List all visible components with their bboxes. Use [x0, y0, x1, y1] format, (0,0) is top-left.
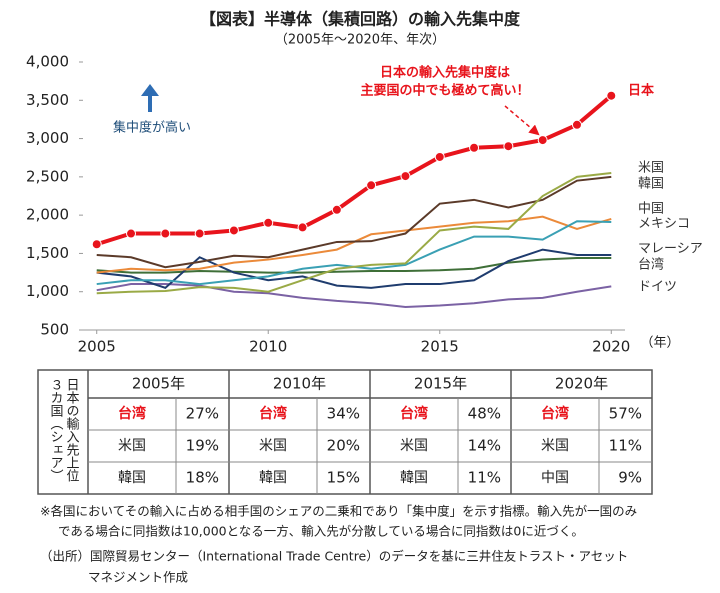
series-label: マレーシア	[638, 242, 703, 257]
point	[194, 228, 205, 239]
country: 台湾	[118, 405, 146, 422]
chart-subtitle: （2005年～2020年、年次）	[275, 32, 445, 48]
country: 台湾	[400, 405, 428, 422]
note: （出所）国際貿易センター（International Trade Centre）…	[40, 549, 628, 564]
x-tick-label: 2010	[249, 338, 287, 356]
note: ※各国においてその輸入に占める相手国のシェアの二乗和であり「集中度」を示す指標。…	[40, 504, 637, 519]
share: 48%	[468, 405, 501, 423]
country: 中国	[541, 470, 569, 486]
country: 米国	[400, 438, 428, 454]
share: 27%	[186, 405, 219, 423]
series-line	[96, 215, 612, 274]
country: 台湾	[541, 405, 569, 422]
y-tick-label: 2,500	[26, 167, 69, 185]
country: 韓国	[118, 470, 146, 486]
share: 9%	[618, 469, 642, 487]
y-tick-label: 1,000	[26, 282, 69, 300]
chart-title: 【図表】半導体（集積回路）の輸入先集中度	[200, 10, 521, 29]
point	[537, 135, 548, 146]
annotation-arrow	[504, 105, 540, 136]
share: 19%	[186, 437, 219, 455]
point	[366, 180, 377, 191]
point	[434, 151, 445, 162]
up-arrow	[141, 84, 159, 112]
column-header: 2015年	[414, 375, 467, 393]
x-unit: （年）	[640, 336, 679, 351]
point	[91, 239, 102, 250]
series-label: 米国	[638, 161, 664, 176]
annotation: 主要国の中でも極めて高い！	[360, 83, 529, 99]
column-header: 2010年	[273, 375, 326, 393]
note: である場合に同指数は10,000となる一方、輸入先が分散している場合に同指数は0…	[58, 524, 584, 539]
point	[126, 228, 137, 239]
column-header: 2020年	[555, 375, 608, 393]
series-label: 中国	[638, 202, 664, 217]
series-label: 台湾	[638, 257, 664, 273]
series-label: メキシコ	[638, 217, 690, 232]
share: 14%	[468, 437, 501, 455]
x-tick-label: 2015	[421, 338, 459, 356]
column-header: 2005年	[132, 375, 185, 393]
point	[469, 142, 480, 153]
share: 11%	[609, 437, 642, 455]
series-label: ドイツ	[638, 280, 677, 295]
x-tick-label: 2005	[78, 338, 116, 356]
series-line	[96, 175, 612, 269]
row-header: 日本の輸入先上位	[64, 378, 80, 482]
series-line	[96, 172, 612, 295]
series-line	[96, 283, 612, 309]
country: 台湾	[259, 405, 287, 422]
point	[228, 225, 239, 236]
country: 韓国	[259, 470, 287, 486]
country: 米国	[259, 438, 287, 454]
y-tick-label: 3,000	[26, 129, 69, 147]
point	[263, 217, 274, 228]
share: 18%	[186, 469, 219, 487]
y-tick-label: 2,000	[26, 206, 69, 224]
point	[571, 119, 582, 130]
share: 20%	[327, 437, 360, 455]
point	[400, 171, 411, 182]
annotation: 日本の輸入先集中度は	[380, 65, 510, 81]
row-header: ３カ国（シェア）	[48, 378, 64, 482]
series-line	[96, 94, 613, 247]
share: 15%	[327, 469, 360, 487]
table-border	[37, 369, 653, 495]
point	[331, 204, 342, 215]
y-tick-label: 3,500	[26, 91, 69, 109]
arrow-label: 集中度が高い	[113, 120, 191, 136]
series-label: 韓国	[638, 177, 664, 192]
point	[503, 141, 514, 152]
y-tick-label: 1,500	[26, 244, 69, 262]
share: 57%	[609, 405, 642, 423]
point	[160, 228, 171, 239]
country: 米国	[541, 438, 569, 454]
share: 34%	[327, 405, 360, 423]
y-tick-label: 500	[40, 321, 69, 339]
share: 11%	[468, 469, 501, 487]
series-label: 日本	[628, 83, 654, 99]
note: マネジメント作成	[88, 570, 188, 585]
y-tick-label: 4,000	[26, 53, 69, 71]
x-tick-label: 2020	[592, 338, 630, 356]
point	[606, 90, 617, 101]
series-line	[96, 248, 612, 290]
country: 韓国	[400, 470, 428, 486]
point	[297, 222, 308, 233]
country: 米国	[118, 438, 146, 454]
